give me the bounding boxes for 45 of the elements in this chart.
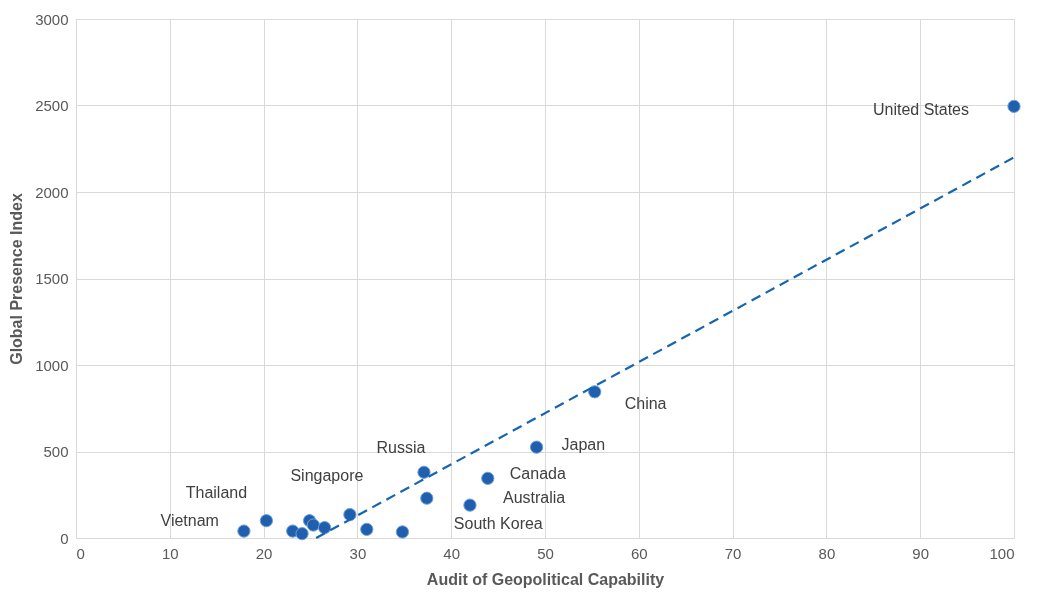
y-tick-label: 1000 <box>35 356 69 374</box>
point <box>481 471 495 485</box>
annotation: United States <box>872 101 969 119</box>
point <box>259 514 274 528</box>
y-tick-label: 1500 <box>35 270 69 287</box>
y-tick-label: 500 <box>43 443 69 460</box>
annotation: South Korea <box>453 515 543 533</box>
annotation: Singapore <box>290 466 364 484</box>
point <box>420 491 434 505</box>
point <box>343 508 357 522</box>
x-tick-label: 20 <box>255 544 273 562</box>
annotation: Japan <box>561 436 606 454</box>
y-tick-label: 3000 <box>35 10 69 28</box>
x-tick-label: 10 <box>161 544 179 562</box>
point <box>237 524 251 538</box>
point <box>588 385 602 399</box>
x-tick-label: 0 <box>76 544 85 562</box>
point <box>360 522 374 536</box>
point <box>306 518 320 532</box>
point <box>317 521 332 535</box>
x-tick-label: 70 <box>724 544 742 562</box>
point <box>1007 99 1021 113</box>
point <box>395 525 410 539</box>
y-tick-label: 2500 <box>35 97 69 114</box>
x-axis-title: Audit of Geopolitical Capability <box>426 570 665 588</box>
x-tick-label: 100 <box>989 544 1015 562</box>
x-tick-label: 50 <box>537 544 554 562</box>
point <box>529 440 544 454</box>
annotation: Russia <box>376 439 426 457</box>
annotation: Canada <box>509 465 566 483</box>
y-tick-label: 0 <box>60 529 69 547</box>
x-tick-label: 80 <box>818 544 836 562</box>
x-tick-label: 40 <box>443 544 461 562</box>
y-tick-label: 2000 <box>35 183 69 201</box>
annotation: Australia <box>502 489 566 507</box>
x-tick-label: 30 <box>349 544 367 562</box>
point <box>417 465 431 479</box>
y-axis-title: Global Presence Index <box>8 193 26 365</box>
annotation: Vietnam <box>160 512 219 530</box>
annotation: China <box>624 394 667 412</box>
point <box>463 498 477 512</box>
x-tick-label: 90 <box>912 544 930 562</box>
x-tick-label: 60 <box>630 544 648 562</box>
point <box>295 527 309 541</box>
annotation: Thailand <box>185 483 248 501</box>
